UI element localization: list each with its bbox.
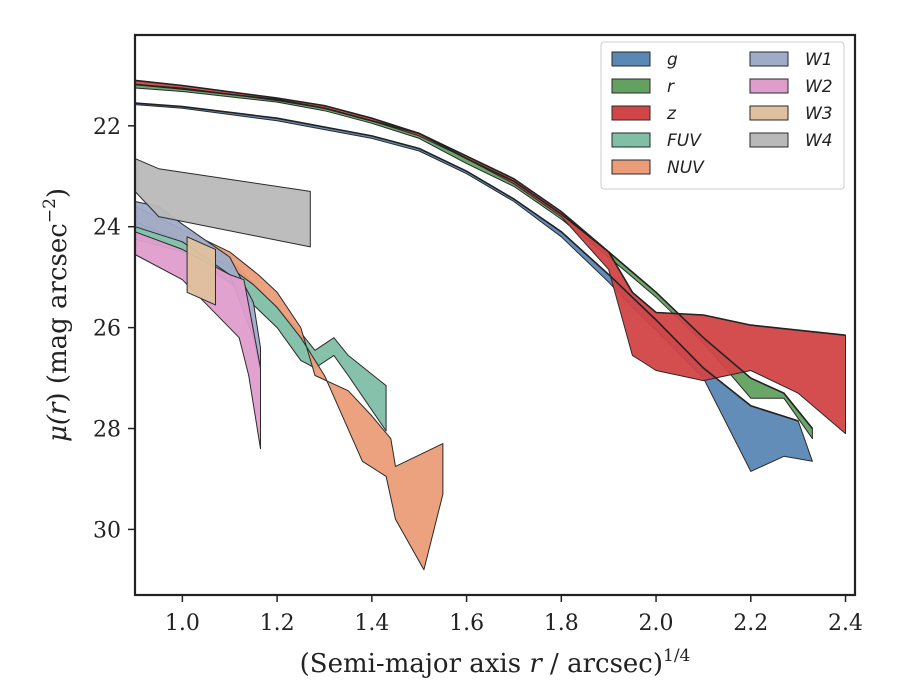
legend-swatch-fuv [611, 132, 651, 148]
y-tick-label: 30 [93, 518, 121, 543]
x-tick-label: 1.8 [544, 611, 579, 636]
x-axis: 1.0 1.2 1.4 1.6 1.8 2.0 2.2 2.4 [165, 595, 863, 636]
y-tick-label: 22 [93, 115, 121, 140]
x-tick-label: 1.6 [449, 611, 484, 636]
legend-swatch-g [611, 51, 651, 67]
x-tick-label: 1.2 [260, 611, 295, 636]
boundary-lines [134, 79, 846, 430]
band-nuv [134, 206, 444, 571]
x-tick-label: 2.0 [639, 611, 674, 636]
legend-label-w1: W1 [805, 50, 833, 70]
legend-label-w4: W4 [805, 131, 833, 151]
x-tick-label: 2.2 [733, 611, 768, 636]
legend-label-fuv: FUV [667, 131, 702, 151]
legend-swatch-w1 [749, 51, 789, 67]
x-axis-label: (Semi-major axis r / arcsec)1/4 [300, 646, 691, 679]
legend-swatch-z [611, 105, 651, 121]
y-tick-label: 26 [93, 317, 121, 342]
upper-edge-z [134, 79, 846, 336]
legend: grz FUV NUV W1 W2 W3 W4 [600, 41, 845, 190]
y-axis: 22 24 26 28 30 [93, 115, 135, 543]
legend-label-w2: W2 [805, 77, 833, 97]
legend-swatch-w4 [749, 132, 789, 148]
legend-label-r: r [667, 77, 675, 97]
legend-swatch-r [611, 78, 651, 94]
y-axis-label: μ(r) (mag arcsec−2) [40, 188, 73, 442]
legend-label-z: z [666, 104, 677, 124]
band-w3 [186, 236, 216, 306]
x-tick-label: 1.4 [354, 611, 389, 636]
y-tick-label: 24 [93, 216, 121, 241]
legend-label-w3: W3 [805, 104, 833, 124]
plot-frame [133, 33, 857, 597]
legend-label-g: g [667, 50, 678, 70]
legend-label-nuv: NUV [667, 158, 705, 178]
legend-swatch-w2 [749, 78, 789, 94]
x-tick-label: 2.4 [828, 611, 863, 636]
legend-swatch-w3 [749, 105, 789, 121]
upper-edge-r [134, 83, 814, 430]
y-tick-label: 28 [93, 418, 121, 443]
upper-edge-g [134, 102, 799, 422]
series-bands [134, 79, 846, 571]
legend-swatch-nuv [611, 159, 651, 175]
x-tick-label: 1.0 [165, 611, 200, 636]
